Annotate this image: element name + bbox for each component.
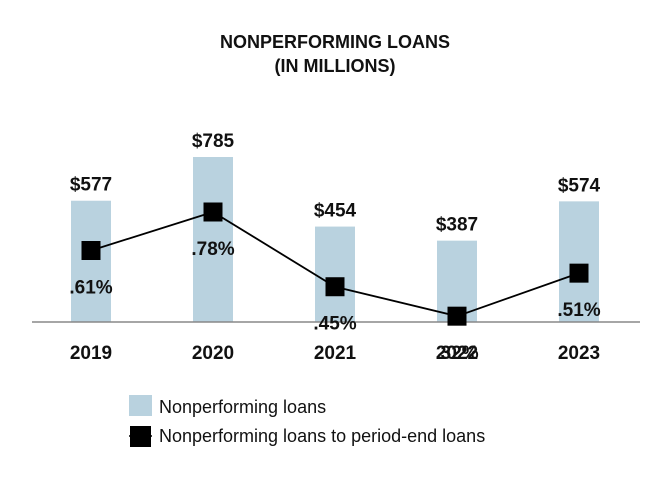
ratio-marker-2020 [203, 202, 223, 222]
chart-title: NONPERFORMING LOANS [220, 32, 450, 52]
ratio-label-2020: .78% [191, 239, 234, 260]
ratio-label-2019: .61% [69, 278, 112, 299]
legend-marker-ratio [130, 426, 151, 447]
ratio-marker-2023 [569, 263, 589, 283]
ratio-marker-2022 [447, 306, 467, 326]
x-tick-2019: 2019 [70, 343, 112, 364]
bars-layer [71, 157, 599, 322]
x-tick-2020: 2020 [192, 343, 234, 364]
legend: Nonperforming loans Nonperforming loans … [129, 395, 485, 447]
bar-2019 [71, 200, 111, 322]
x-tick-2022: 2022 [436, 343, 478, 364]
ratio-label-2023: .51% [557, 300, 600, 321]
line-layer [81, 202, 589, 326]
legend-label-ratio: Nonperforming loans to period-end loans [159, 426, 485, 446]
ratio-label-2021: .45% [313, 314, 356, 335]
x-tick-2021: 2021 [314, 343, 357, 364]
bar-value-label-2021: $454 [314, 201, 357, 222]
ratio-marker-2019 [81, 241, 101, 260]
ticks-layer: 2019 2020 2021 2022 2023 [70, 343, 600, 364]
ratio-marker-2021 [325, 277, 345, 297]
bar-2021 [315, 226, 355, 322]
bar-value-label-2019: $577 [70, 175, 112, 196]
bar-value-label-2023: $574 [558, 175, 601, 196]
legend-label-bars: Nonperforming loans [159, 397, 326, 417]
bar-2023 [559, 201, 599, 322]
bar-value-label-2020: $785 [192, 131, 235, 152]
legend-swatch-bars [129, 395, 152, 416]
chart-subtitle: (IN MILLIONS) [275, 56, 396, 76]
bar-2020 [193, 157, 233, 322]
x-tick-2023: 2023 [558, 343, 600, 364]
bar-value-label-2022: $387 [436, 215, 478, 236]
labels-layer: $577 $785 $454 $387 $574 .61% .78% .45% .32% .51% [69, 131, 600, 364]
ratio-label-2022: .32% [435, 343, 478, 364]
